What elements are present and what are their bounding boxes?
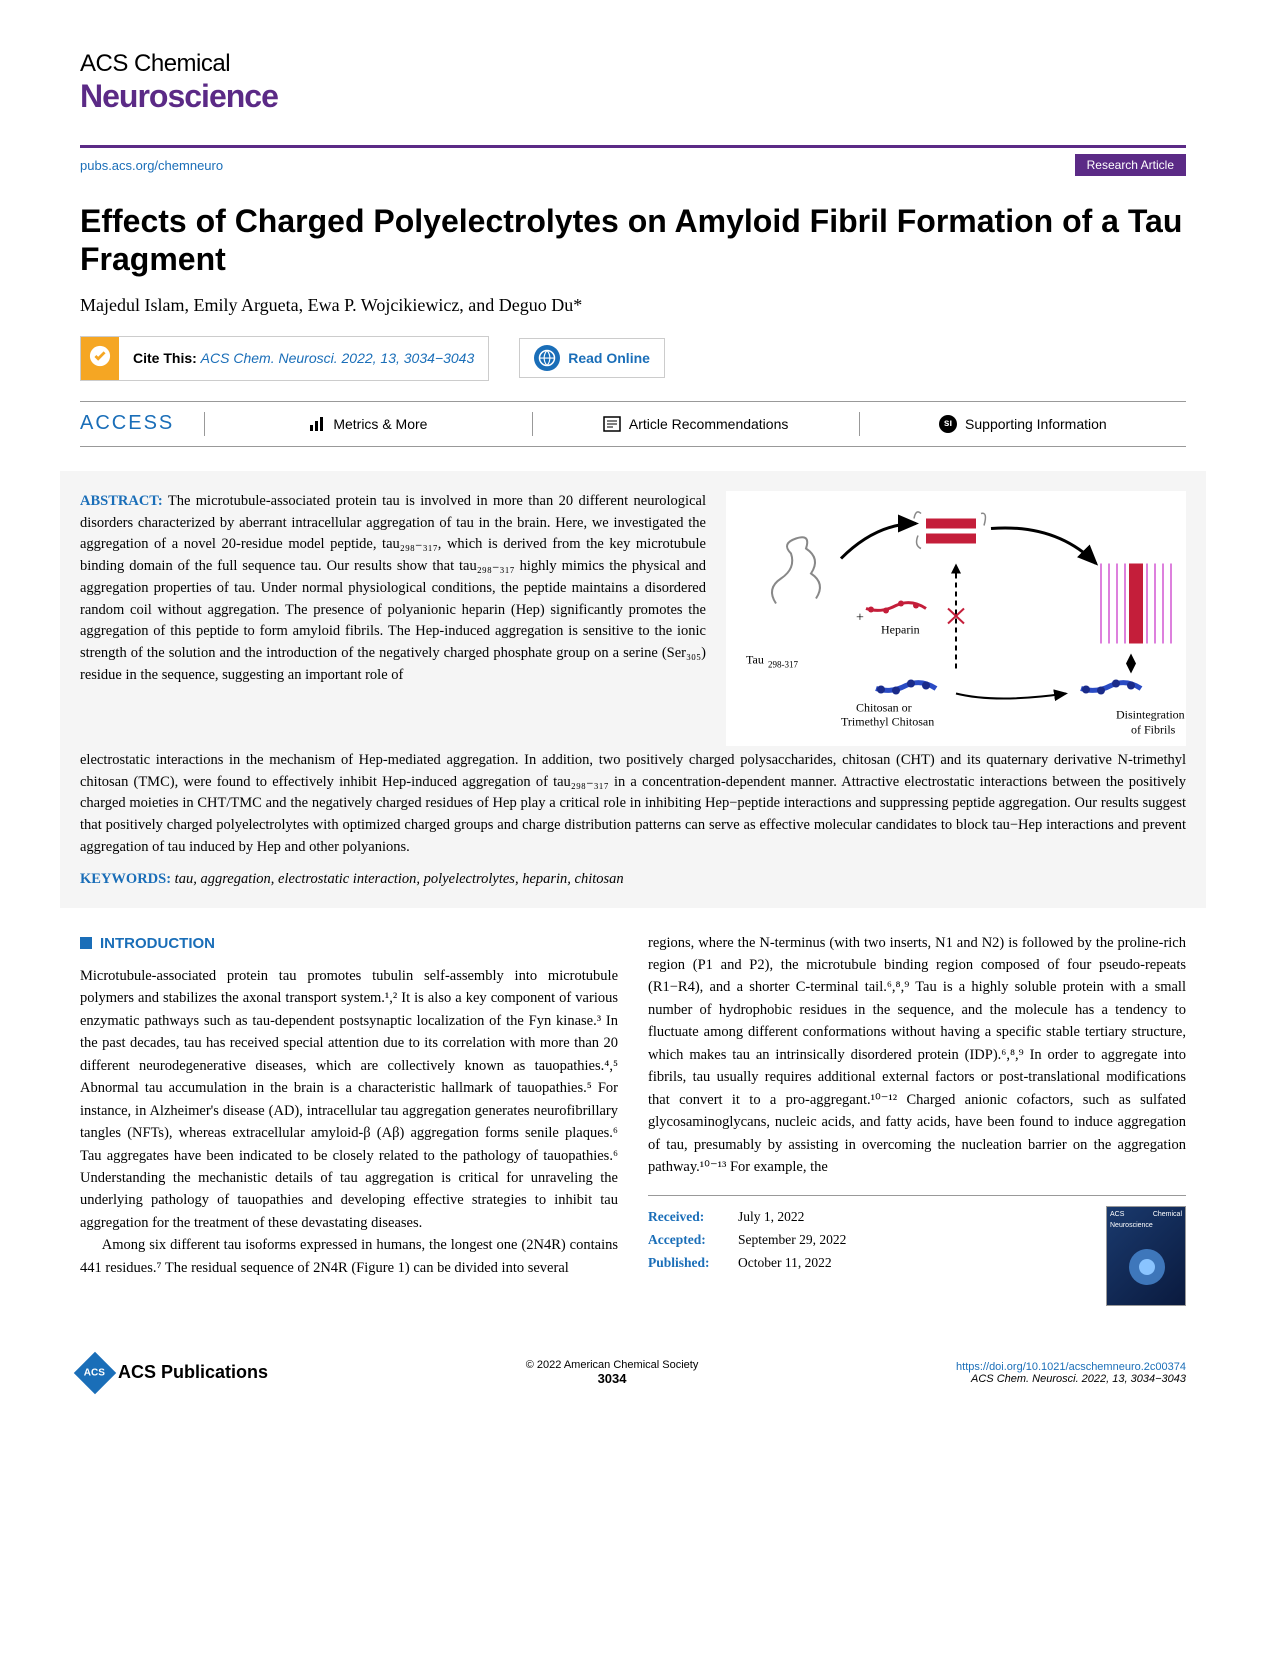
- intro-p2: Among six different tau isoforms express…: [80, 1234, 618, 1279]
- published-label: Published:: [648, 1252, 738, 1275]
- accepted-label: Accepted:: [648, 1229, 738, 1252]
- document-icon: [603, 416, 621, 432]
- metrics-label: Metrics & More: [333, 416, 427, 432]
- svg-text:298-317: 298-317: [768, 659, 798, 669]
- intro-p3: regions, where the N-terminus (with two …: [648, 932, 1186, 1179]
- recs-label: Article Recommendations: [629, 416, 789, 432]
- square-icon: [80, 937, 92, 949]
- article-type-badge: Research Article: [1075, 154, 1186, 176]
- globe-icon: [534, 345, 560, 371]
- issue-cover-thumbnail[interactable]: ACS Chemical Neuroscience: [1106, 1206, 1186, 1306]
- authors-text: Majedul Islam, Emily Argueta, Ewa P. Woj…: [80, 295, 582, 315]
- journal-name-2: Neuroscience: [80, 78, 1186, 115]
- journal-name-1: ACS Chemical: [80, 50, 1186, 78]
- heparin-label: Heparin: [881, 622, 920, 636]
- cite-this-button[interactable]: Cite This: ACS Chem. Neurosci. 2022, 13,…: [80, 336, 489, 381]
- cite-prefix: Cite This:: [133, 350, 197, 366]
- cite-ref: ACS Chem. Neurosci. 2022, 13, 3034−3043: [201, 350, 475, 366]
- keywords-label: KEYWORDS:: [80, 871, 171, 887]
- read-online-button[interactable]: Read Online: [519, 338, 665, 378]
- svg-text:Trimethyl Chitosan: Trimethyl Chitosan: [841, 714, 934, 728]
- copyright-text: © 2022 American Chemical Society: [526, 1359, 699, 1371]
- page-number: 3034: [526, 1371, 699, 1386]
- svg-text:of Fibrils: of Fibrils: [1131, 722, 1176, 736]
- page-footer: ACS ACS Publications © 2022 American Che…: [80, 1346, 1186, 1388]
- si-badge-icon: sı: [939, 415, 957, 433]
- bar-chart-icon: [309, 416, 325, 432]
- top-bar: pubs.acs.org/chemneuro Research Article: [80, 145, 1186, 182]
- abstract-label: ABSTRACT:: [80, 493, 163, 509]
- svg-text:Chitosan or: Chitosan or: [856, 700, 912, 714]
- si-label: Supporting Information: [965, 416, 1107, 432]
- abstract-text-1: The microtubule-associated protein tau i…: [80, 493, 706, 683]
- keywords-text: tau, aggregation, electrostatic interact…: [175, 871, 624, 887]
- si-button[interactable]: sı Supporting Information: [860, 415, 1186, 433]
- received-label: Received:: [648, 1206, 738, 1229]
- svg-text:Disintegration: Disintegration: [1116, 707, 1185, 721]
- footer-ref: ACS Chem. Neurosci. 2022, 13, 3034−3043: [956, 1373, 1186, 1385]
- metrics-button[interactable]: Metrics & More: [205, 416, 531, 432]
- issue-thumb-title: ACS Chemical Neuroscience: [1107, 1207, 1185, 1235]
- article-title: Effects of Charged Polyelectrolytes on A…: [80, 202, 1186, 279]
- svg-text:+: +: [856, 610, 864, 625]
- intro-heading: INTRODUCTION: [80, 932, 618, 955]
- journal-logo: ACS Chemical Neuroscience: [80, 50, 1186, 115]
- received-value: July 1, 2022: [738, 1209, 804, 1224]
- abstract-text-2: electrostatic interactions in the mechan…: [80, 750, 1186, 859]
- accepted-value: September 29, 2022: [738, 1232, 846, 1247]
- recommendations-button[interactable]: Article Recommendations: [533, 416, 859, 432]
- access-label[interactable]: ACCESS: [80, 412, 204, 435]
- publication-dates: Received:July 1, 2022 Accepted:September…: [648, 1195, 1186, 1306]
- acs-publications-logo: ACS ACS Publications: [80, 1358, 268, 1388]
- read-online-label: Read Online: [568, 350, 650, 366]
- author-list: Majedul Islam, Emily Argueta, Ewa P. Woj…: [80, 295, 1186, 316]
- toc-graphic: + Heparin Tau 298-317: [726, 491, 1186, 746]
- doi-link[interactable]: https://doi.org/10.1021/acschemneuro.2c0…: [956, 1361, 1186, 1373]
- right-column: regions, where the N-terminus (with two …: [648, 932, 1186, 1306]
- intro-p1: Microtubule-associated protein tau promo…: [80, 965, 618, 1235]
- pub-url-link[interactable]: pubs.acs.org/chemneuro: [80, 158, 223, 173]
- published-value: October 11, 2022: [738, 1255, 832, 1270]
- left-column: INTRODUCTION Microtubule-associated prot…: [80, 932, 618, 1306]
- intro-label: INTRODUCTION: [100, 932, 215, 955]
- acs-diamond-icon: ACS: [74, 1351, 116, 1393]
- check-icon: [81, 337, 119, 380]
- abstract-section: ABSTRACT: The microtubule-associated pro…: [60, 471, 1206, 908]
- access-bar: ACCESS Metrics & More Article Recommenda…: [80, 401, 1186, 447]
- publisher-name: ACS Publications: [118, 1362, 268, 1383]
- svg-text:Tau: Tau: [746, 652, 764, 666]
